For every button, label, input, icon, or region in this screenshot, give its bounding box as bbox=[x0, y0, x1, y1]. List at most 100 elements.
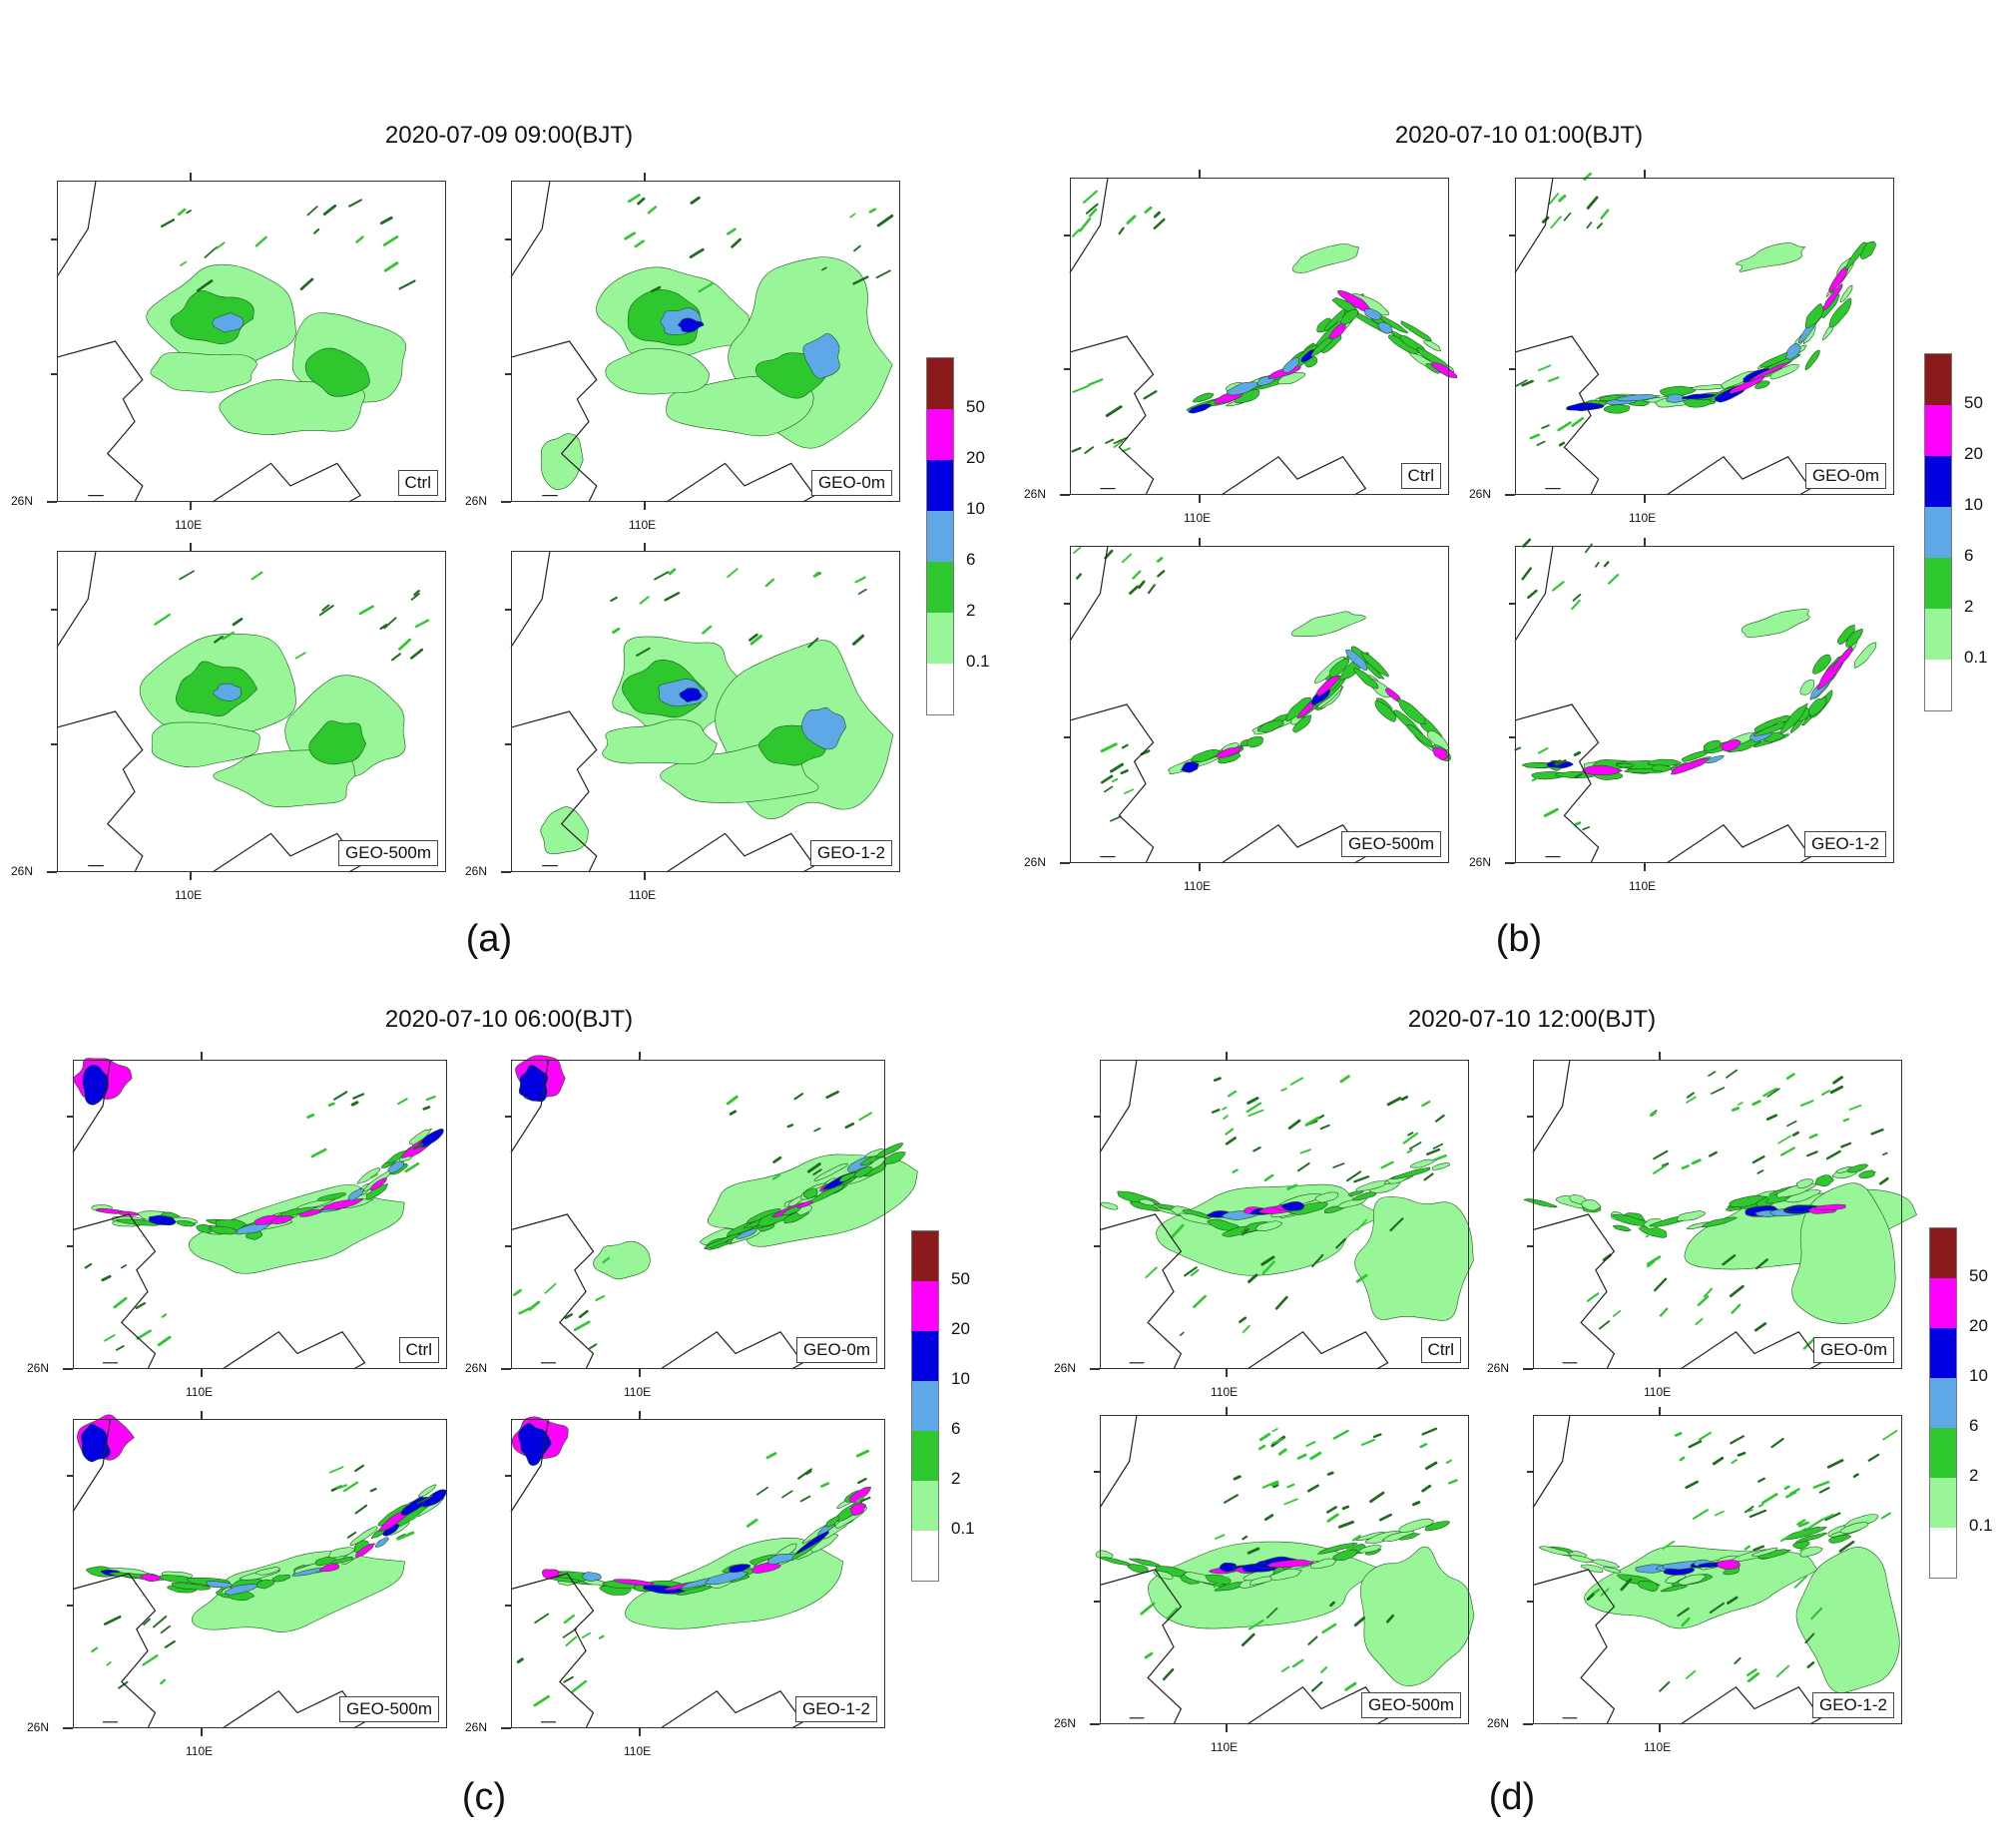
lon-tick bbox=[1226, 1052, 1228, 1060]
precip-map-ctrl: Ctrl 26N 110E bbox=[1054, 1052, 1474, 1399]
precip-field bbox=[1069, 545, 1452, 864]
lat-tick bbox=[47, 501, 57, 503]
lat-tick bbox=[505, 609, 511, 611]
precip-map-geo-500m: GEO-500m 26N 110E bbox=[11, 543, 446, 902]
precip-field bbox=[56, 550, 430, 873]
lat-label: 26N bbox=[1487, 1716, 1510, 1730]
precip-field bbox=[1069, 177, 1458, 496]
experiment-label: GEO-1-2 bbox=[1811, 1692, 1894, 1718]
colorbar-tick-label: 50 bbox=[966, 397, 985, 416]
colorbar-swatch bbox=[1925, 660, 1951, 710]
lat-label: 26N bbox=[465, 1361, 488, 1375]
lon-tick bbox=[644, 872, 646, 880]
precip-map-geo-1-2: GEO-1-2 26N 110E bbox=[465, 543, 900, 902]
experiment-label: Ctrl bbox=[397, 470, 438, 496]
colorbar-tick-label: 6 bbox=[1969, 1416, 1979, 1435]
precip-map-ctrl: Ctrl 26N 110E bbox=[11, 173, 446, 532]
experiment-label: GEO-0m bbox=[1804, 463, 1886, 489]
lat-tick bbox=[501, 1727, 511, 1729]
precip-map-geo-0m: GEO-0m 26N 110E bbox=[1487, 1052, 1917, 1399]
colorbar-tick-label: 0.1 bbox=[1969, 1516, 1993, 1535]
lon-tick bbox=[190, 543, 192, 551]
lon-tick bbox=[190, 502, 192, 510]
lat-tick bbox=[1509, 368, 1515, 370]
colorbar-tick-label: 20 bbox=[1964, 444, 1983, 463]
lat-tick bbox=[67, 1475, 73, 1477]
colorbar-tick-label: 0.1 bbox=[966, 652, 990, 671]
colorbar-tick-label: 2 bbox=[1964, 597, 1974, 616]
lon-tick bbox=[1199, 538, 1201, 546]
lat-label: 26N bbox=[1469, 487, 1492, 501]
lat-label: 26N bbox=[1469, 855, 1492, 869]
precip-field bbox=[510, 550, 894, 873]
lat-label: 26N bbox=[1054, 1361, 1077, 1375]
lat-tick bbox=[51, 238, 57, 240]
lat-tick bbox=[1505, 862, 1515, 864]
lat-tick bbox=[501, 871, 511, 873]
colorbar-swatch bbox=[1930, 1378, 1956, 1428]
colorbar-swatch bbox=[1930, 1328, 1956, 1378]
precip-map-geo-1-2: GEO-1-2 26N 110E bbox=[465, 1411, 885, 1758]
lon-label: 110E bbox=[624, 1744, 652, 1758]
lon-label: 110E bbox=[186, 1744, 214, 1758]
lat-tick bbox=[1094, 1245, 1100, 1247]
colorbar-swatch bbox=[1925, 405, 1951, 456]
colorbar-swatch bbox=[1930, 1478, 1956, 1528]
lat-tick bbox=[1094, 1116, 1100, 1118]
precip-field bbox=[510, 1416, 871, 1729]
colorbar-tick-label: 0.1 bbox=[1964, 648, 1988, 667]
precip-map-geo-0m: GEO-0m 26N 110E bbox=[465, 1052, 918, 1399]
experiment-label: GEO-500m bbox=[339, 1696, 439, 1722]
lat-tick bbox=[1523, 1723, 1533, 1725]
lat-label: 26N bbox=[1487, 1361, 1510, 1375]
lat-tick bbox=[63, 1727, 73, 1729]
panel-title: 2020-07-10 01:00(BJT) bbox=[1394, 122, 1644, 149]
lat-label: 26N bbox=[1024, 487, 1047, 501]
precip-field bbox=[1514, 538, 1877, 864]
experiment-label: Ctrl bbox=[1400, 463, 1441, 489]
colorbar-swatch bbox=[927, 460, 953, 511]
experiment-label: GEO-1-2 bbox=[1803, 831, 1886, 857]
lon-tick bbox=[1659, 1724, 1661, 1732]
colorbar-swatch bbox=[1930, 1228, 1956, 1278]
precip-field bbox=[72, 1414, 447, 1729]
colorbar-swatch bbox=[1925, 354, 1951, 405]
colorbar-tick-label: 10 bbox=[966, 499, 985, 518]
colorbar-swatch bbox=[927, 562, 953, 613]
precip-field bbox=[510, 1055, 918, 1370]
precip-map-ctrl: Ctrl 26N 110E bbox=[27, 1052, 447, 1399]
lon-label: 110E bbox=[1184, 511, 1212, 525]
lat-label: 26N bbox=[465, 864, 488, 878]
colorbar-tick-label: 6 bbox=[951, 1419, 961, 1438]
precip-map-geo-500m: GEO-500m 26N 110E bbox=[1024, 538, 1452, 893]
lat-tick bbox=[1064, 234, 1070, 236]
colorbar-swatch bbox=[927, 409, 953, 460]
colorbar-swatch bbox=[1925, 609, 1951, 660]
colorbar-swatch bbox=[1925, 456, 1951, 507]
lon-tick bbox=[1644, 538, 1646, 546]
precip-field bbox=[1532, 1414, 1900, 1725]
colorbar-swatch bbox=[927, 358, 953, 409]
lat-tick bbox=[501, 1368, 511, 1370]
colorbar-tick-label: 10 bbox=[951, 1369, 970, 1388]
lon-tick bbox=[1644, 863, 1646, 871]
lon-tick bbox=[1226, 1724, 1228, 1732]
lat-tick bbox=[1064, 603, 1070, 605]
precip-field bbox=[1099, 1059, 1474, 1370]
lon-label: 110E bbox=[175, 888, 203, 902]
colorbar-tick-label: 6 bbox=[1964, 546, 1974, 565]
precip-map-geo-1-2: GEO-1-2 26N 110E bbox=[1487, 1407, 1902, 1754]
colorbar-swatch bbox=[912, 1481, 938, 1531]
panel-letter: (c) bbox=[461, 1776, 507, 1818]
lon-label: 110E bbox=[624, 1385, 652, 1399]
experiment-label: GEO-0m bbox=[795, 1337, 877, 1363]
lon-tick bbox=[1659, 1407, 1661, 1415]
lat-tick bbox=[505, 238, 511, 240]
experiment-label: GEO-500m bbox=[1341, 831, 1441, 857]
colorbar-swatch bbox=[912, 1381, 938, 1431]
colorbar-tick-label: 20 bbox=[951, 1319, 970, 1338]
lat-tick bbox=[51, 373, 57, 375]
lat-tick bbox=[1527, 1471, 1533, 1473]
lat-tick bbox=[1064, 368, 1070, 370]
lat-label: 26N bbox=[1024, 855, 1047, 869]
